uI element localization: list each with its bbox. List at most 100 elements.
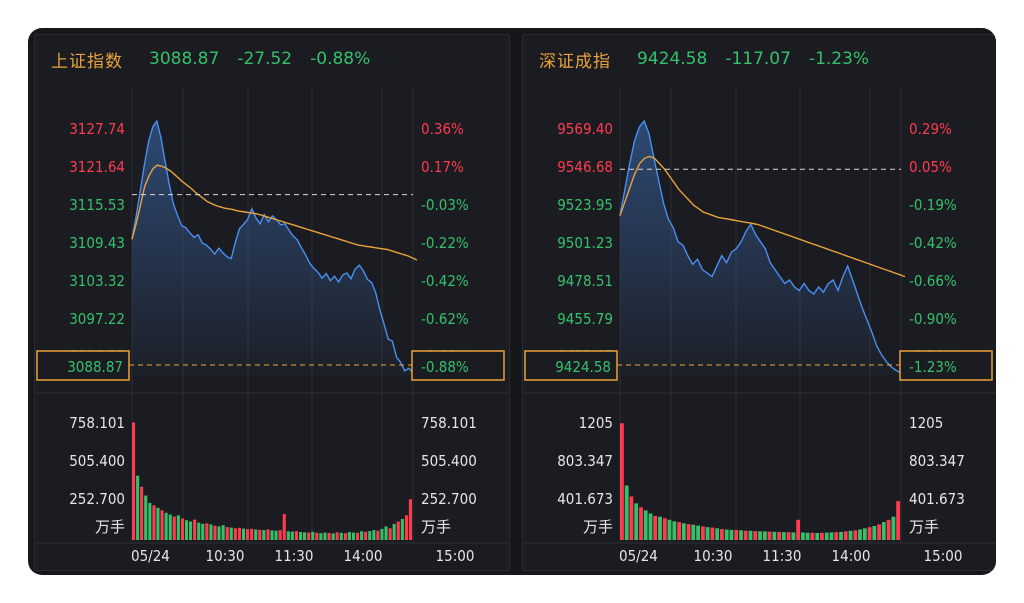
volume-bar bbox=[347, 532, 351, 540]
volume-bar bbox=[307, 532, 311, 540]
volume-bar bbox=[299, 532, 303, 540]
volume-bar bbox=[176, 515, 180, 540]
volume-bar bbox=[701, 526, 705, 540]
percent-axis-label: -0.19% bbox=[909, 196, 957, 214]
volume-bar bbox=[801, 532, 805, 540]
volume-bar bbox=[658, 516, 662, 540]
volume-bar bbox=[274, 530, 278, 540]
volume-axis-label: 758.101 bbox=[69, 414, 125, 432]
volume-bar bbox=[767, 531, 772, 540]
volume-bar bbox=[246, 529, 250, 540]
volume-bar bbox=[152, 505, 156, 540]
current-percent-box bbox=[899, 350, 993, 381]
volume-bar bbox=[872, 526, 877, 540]
volume-bar bbox=[634, 503, 639, 540]
szse-index-panel[interactable]: 深证成指 9424.58 -117.07 -1.23% 9569.40 9546… bbox=[522, 34, 996, 571]
volume-bar bbox=[356, 532, 360, 540]
volume-bar bbox=[132, 422, 136, 540]
intraday-chart[interactable]: 3127.74 3121.64 3115.53 3109.43 3103.32 … bbox=[35, 35, 509, 570]
volume-bar bbox=[810, 532, 815, 540]
intraday-chart[interactable]: 9569.40 9546.68 9523.95 9501.23 9478.51 … bbox=[523, 35, 996, 570]
volume-bar bbox=[372, 530, 376, 540]
current-percent-label: -0.88% bbox=[421, 358, 469, 376]
volume-bar bbox=[217, 526, 221, 540]
volume-bar bbox=[691, 524, 696, 540]
volume-axis-label: 803.347 bbox=[557, 452, 613, 470]
index-change-percent: -0.88% bbox=[310, 49, 371, 69]
volume-bar bbox=[696, 525, 700, 540]
volume-bar bbox=[286, 531, 290, 540]
volume-bar bbox=[136, 475, 140, 540]
index-name: 上证指数 bbox=[51, 51, 123, 72]
time-axis-label: 11:30 bbox=[763, 547, 802, 565]
time-axis-label: 14:00 bbox=[832, 547, 871, 565]
volume-bar bbox=[848, 530, 853, 540]
volume-bar bbox=[829, 532, 834, 540]
volume-bar bbox=[303, 532, 307, 540]
volume-bar bbox=[351, 532, 355, 540]
time-axis-label: 14:00 bbox=[344, 547, 383, 565]
index-header: 上证指数 3088.87 -27.52 -0.88% bbox=[51, 47, 388, 72]
volume-bar bbox=[193, 519, 197, 540]
volume-bar bbox=[148, 502, 152, 540]
percent-axis-label: -0.22% bbox=[421, 234, 469, 252]
volume-unit-label: 万手 bbox=[909, 518, 939, 536]
current-price-box bbox=[524, 350, 618, 381]
time-axis-label: 05/24 bbox=[131, 547, 170, 565]
price-area-fill bbox=[132, 121, 413, 375]
sse-index-panel[interactable]: 上证指数 3088.87 -27.52 -0.88% 3127.74 3121.… bbox=[34, 34, 510, 571]
percent-axis-label: 0.05% bbox=[909, 158, 952, 176]
volume-bar bbox=[891, 516, 896, 540]
volume-bar bbox=[781, 532, 786, 540]
market-overview-card: 上证指数 3088.87 -27.52 -0.88% 3127.74 3121.… bbox=[28, 28, 996, 575]
volume-bar bbox=[278, 530, 282, 540]
current-percent-label: -1.23% bbox=[909, 358, 957, 376]
volume-bar bbox=[266, 529, 270, 540]
percent-axis-label: -0.90% bbox=[909, 310, 957, 328]
volume-axis-label: 1205 bbox=[579, 414, 613, 432]
volume-bar bbox=[681, 523, 686, 540]
volume-bar bbox=[672, 521, 677, 540]
time-axis-label: 05/24 bbox=[619, 547, 658, 565]
volume-bar bbox=[160, 510, 164, 540]
volume-bar bbox=[677, 522, 681, 540]
volume-bar bbox=[734, 530, 739, 540]
volume-bar bbox=[233, 528, 237, 540]
time-axis-label: 11:30 bbox=[275, 547, 314, 565]
price-line bbox=[619, 119, 902, 374]
volume-axis-label: 758.101 bbox=[421, 414, 477, 432]
volume-bar bbox=[629, 496, 634, 540]
volume-axis-label: 252.700 bbox=[69, 490, 125, 508]
volume-bar bbox=[796, 519, 800, 540]
volume-bar bbox=[739, 530, 743, 540]
volume-axis-label: 803.347 bbox=[909, 452, 965, 470]
volume-bar bbox=[408, 499, 412, 540]
volume-bar bbox=[862, 528, 867, 540]
volume-bar bbox=[824, 532, 829, 540]
price-axis-label: 9455.79 bbox=[557, 310, 613, 328]
current-percent-box bbox=[411, 350, 505, 381]
volume-bar bbox=[834, 532, 839, 540]
volume-bar bbox=[624, 485, 629, 540]
volume-bar bbox=[762, 531, 767, 540]
current-price-box bbox=[36, 350, 130, 381]
volume-bar bbox=[881, 522, 886, 540]
average-price-line bbox=[619, 155, 906, 278]
price-axis-label: 3127.74 bbox=[69, 120, 125, 138]
volume-bar bbox=[209, 524, 213, 540]
volume-bar bbox=[388, 528, 392, 540]
volume-bar bbox=[867, 527, 872, 540]
volume-bar bbox=[156, 507, 160, 540]
volume-bar bbox=[189, 521, 193, 540]
volume-bar bbox=[221, 525, 225, 540]
volume-bar bbox=[184, 520, 188, 540]
volume-bar bbox=[164, 512, 168, 540]
volume-unit-label: 万手 bbox=[583, 518, 613, 536]
volume-bar bbox=[213, 525, 217, 540]
volume-unit-label: 万手 bbox=[95, 518, 125, 536]
volume-bar bbox=[791, 532, 796, 540]
price-line bbox=[131, 119, 414, 374]
percent-axis-label: -0.62% bbox=[421, 310, 469, 328]
volume-bar bbox=[653, 515, 658, 540]
volume-bar bbox=[237, 527, 241, 540]
